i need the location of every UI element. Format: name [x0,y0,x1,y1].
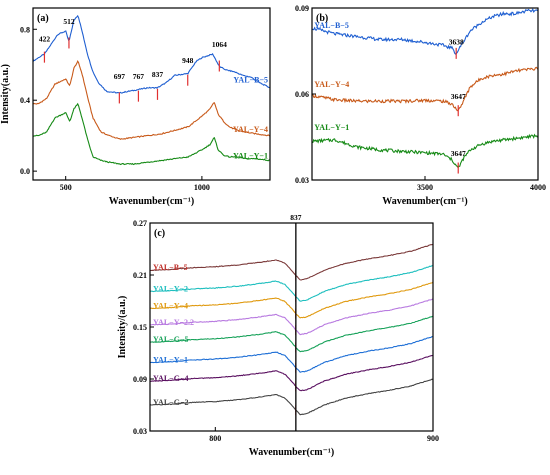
peak-label: 697 [114,72,126,81]
series-line [150,243,433,281]
series-label: YAL−B−5 [153,263,188,272]
y-tick-label: 0.03 [133,427,147,436]
series-label: YAL−Y−4 [314,80,349,89]
series-label: YAL−Y−1 [314,123,349,132]
y-tick-label: 0.21 [133,271,147,280]
y-tick-label: 0.06 [295,90,309,99]
series-line [150,335,433,373]
x-tick-label: 800 [209,434,221,443]
series-line [33,59,270,140]
peak-label: 3638 [449,38,464,47]
y-tick-label: 0.09 [295,4,309,13]
reference-line-label: 837 [290,213,302,222]
y-tick-label: 0.09 [133,375,147,384]
panel-c: 837 800 900 0.03 0.09 0.15 0.21 0.27 Wavenumber(… [117,213,439,458]
peak-label: 767 [133,72,145,81]
x-tick-label: 4000 [530,183,546,192]
x-tick-label: 3500 [417,183,433,192]
series-line [150,281,433,319]
y-tick-label: 0.0 [20,167,30,176]
series-label: YAL−Y−1 [233,152,268,161]
panel-label: (a) [37,13,49,24]
plot-area [150,243,433,416]
series-label: YAL−G−5 [153,335,189,344]
series-label: YAL−Y−4 [233,125,268,134]
plot-area [312,8,538,174]
x-tick-label: 500 [60,183,72,192]
y-tick-label: 0.27 [133,219,147,228]
series-line [33,102,270,166]
peak-label: 3647 [451,92,466,101]
panel-label: (b) [316,13,328,24]
panel-label: (c) [154,228,165,239]
y-tick-label: 0.4 [20,96,30,105]
peak-label: 422 [39,35,51,44]
peak-label: 948 [182,56,194,65]
series-line [150,315,433,353]
x-tick-label: 900 [427,434,439,443]
peak-label: 512 [63,17,75,26]
y-tick-label: 0.8 [20,25,30,34]
series-line [150,298,433,336]
series-line [33,14,270,94]
y-tick-label: 0.15 [133,323,147,332]
peak-label: 837 [152,70,164,79]
series-label: YAL−Y−2 [153,284,188,293]
plot-area [33,14,270,166]
peak-label: 1064 [212,40,227,49]
series-line [150,354,433,392]
y-tick-label: 0.03 [295,176,309,185]
series-line [150,265,433,302]
peak-label: 3647 [451,149,466,158]
y-axis-label: Intensity(a.u.) [0,64,11,124]
series-label: YAL−B−5 [233,75,268,84]
series-line [312,8,538,55]
x-axis-label: Wavenumber(cm⁻¹) [249,447,334,458]
series-line [312,133,538,169]
x-axis-label: Wavenumber(cm⁻¹) [382,196,467,207]
x-tick-label: 1000 [194,183,210,192]
series-label: YAL−G−2 [153,398,189,407]
series-label: YAL−G−4 [153,374,189,383]
plot-frame [311,7,539,181]
series-label: YAL−Y−2.2 [153,318,194,327]
series-label: YAL−Y−4 [153,301,188,310]
plot-frame [32,7,271,181]
x-axis-label: Wavenumber(cm⁻¹) [109,196,194,207]
series-line [312,66,538,112]
panel-b: 3500 4000 0.03 0.06 0.09 Wavenumber(cm⁻¹) (b) 3… [295,4,546,207]
series-label: YAL−B−5 [314,21,349,30]
panel-a: 500 1000 0.0 0.4 0.8 Wavenumber(cm⁻¹) Intensit… [0,7,271,207]
series-label: YAL−Y−1 [153,356,188,365]
series-line [150,378,433,416]
y-axis-label: Intensity/(a.u.) [117,296,128,359]
